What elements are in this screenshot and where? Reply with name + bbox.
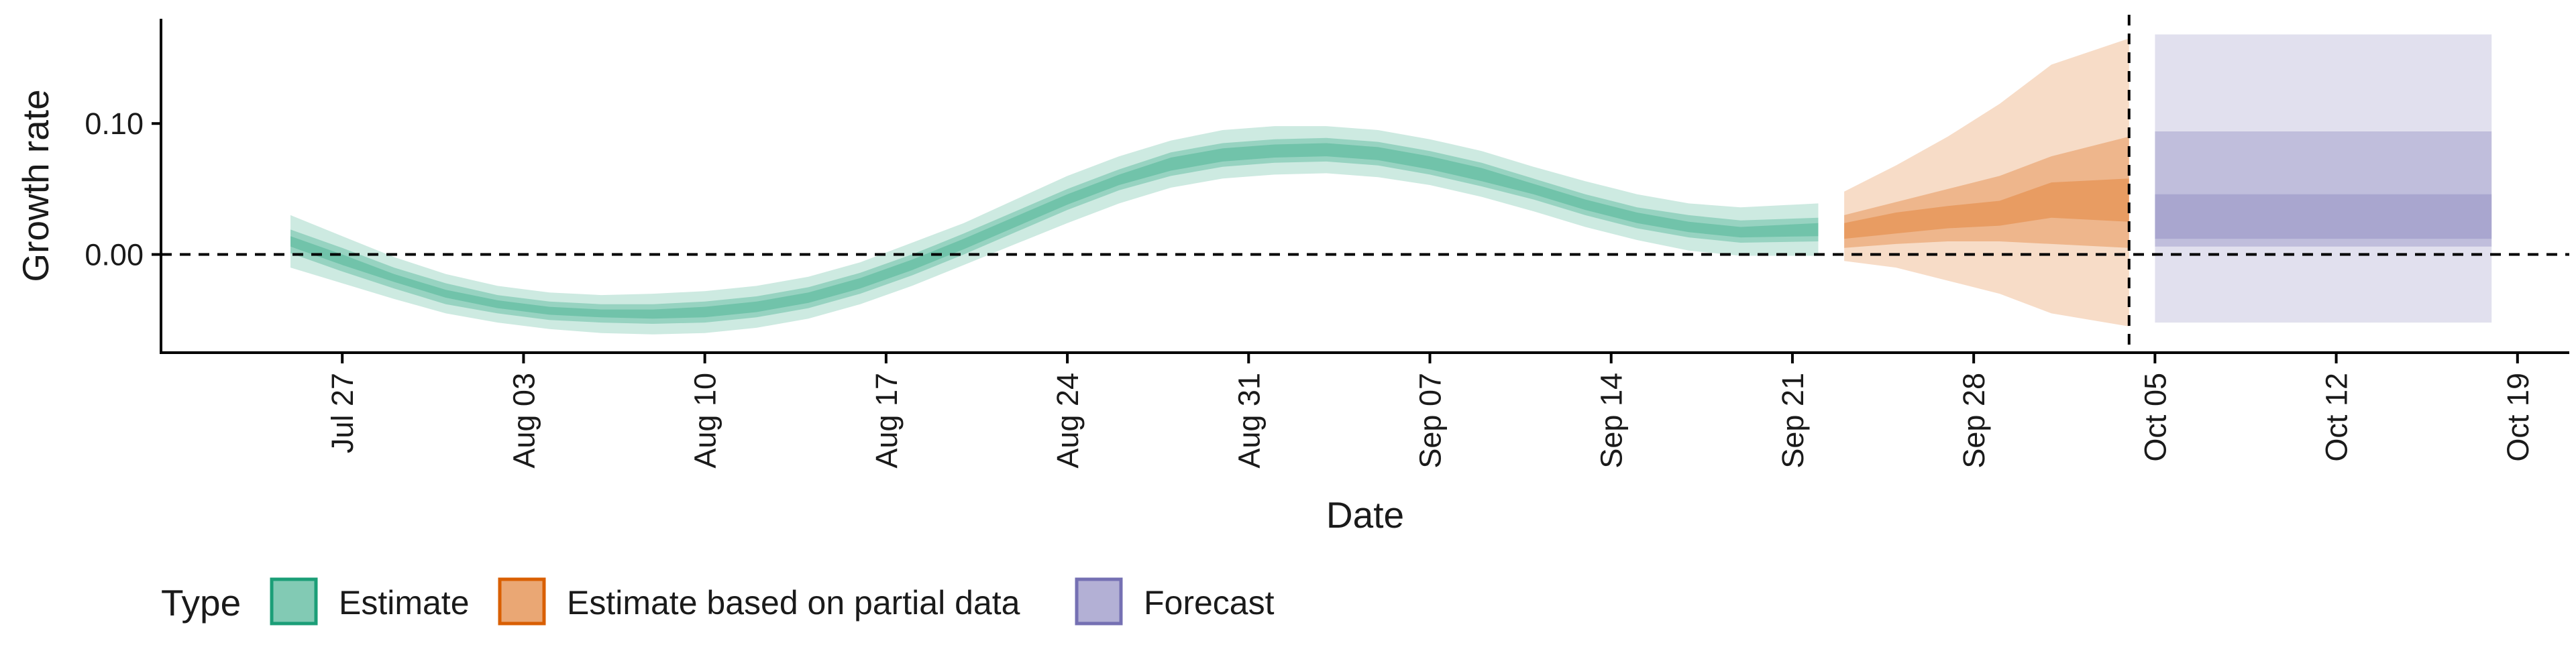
legend-key-estimate [270,577,318,626]
x-tick-label: Jul 27 [325,373,360,453]
legend-label-estimate: Estimate [339,584,470,622]
forecast-ribbon-50 [2155,131,2492,247]
reference-line-layer [161,15,2569,353]
legend-key-forecast [1075,577,1123,626]
x-tick-label: Aug 10 [688,373,722,469]
x-tick-label: Aug 24 [1051,373,1085,469]
estimate-based-on-partial-data-ribbon-50 [1844,136,2129,248]
x-tick-label: Oct 05 [2138,373,2172,462]
estimate-ribbon-90 [290,126,1819,335]
legend-label-estimate-based-on-partial-data: Estimate based on partial data [567,584,1020,622]
x-tick-label: Sep 21 [1776,373,1810,469]
x-tick-label: Sep 07 [1413,373,1448,469]
x-tick-label: Sep 14 [1595,373,1629,469]
y-tick-label: 0.00 [85,238,144,272]
x-tick-label: Aug 31 [1232,373,1266,469]
x-tick-label: Aug 03 [506,373,541,469]
legend-label-forecast: Forecast [1144,584,1275,622]
y-axis-title: Growth rate [15,89,56,282]
forecast-ribbon-20 [2155,194,2492,239]
legend: Type Estimate Estimate based on partial da… [161,577,1275,626]
x-tick-label: Aug 17 [869,373,904,469]
x-tick-label: Oct 19 [2501,373,2535,462]
estimate-based-on-partial-data-ribbon-20 [1844,178,2129,239]
x-tick-label: Sep 28 [1957,373,1991,469]
x-tick-label: Oct 12 [2320,373,2354,462]
forecast-ribbon-90 [2155,34,2492,323]
ribbon-layer [290,34,2492,335]
axes-layer: 0.00 0.10 Jul 27 Aug 03 Aug 10 Aug 17 Aug 24 Au… [15,19,2569,536]
y-tick-label: 0.10 [85,107,144,141]
x-axis-title: Date [1326,494,1404,536]
legend-title: Type [161,582,241,624]
legend-key-estimate-based-on-partial-data [498,577,546,626]
